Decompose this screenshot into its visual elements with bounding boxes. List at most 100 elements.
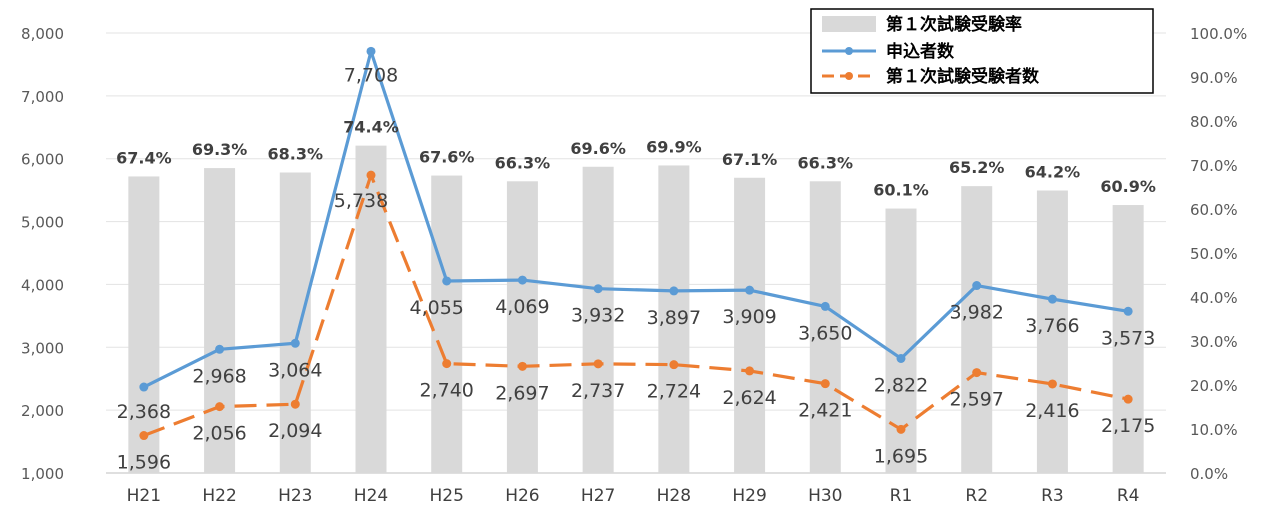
examinees-point [366,170,376,180]
category-label: R1 [890,486,913,506]
examinees-data-label: 1,695 [874,445,928,467]
right-tick-label: 50.0% [1190,245,1238,263]
applicants-data-label: 7,708 [344,64,398,86]
legend-label-examinees: 第１次試験受験者数 [886,66,1040,87]
left-axis-ticks: 1,000 2,000 3,000 4,000 5,000 6,000 7,000 8,000 [21,25,64,483]
applicants-point [215,344,225,354]
applicants-point [366,46,376,56]
right-tick-label: 30.0% [1190,333,1238,351]
examinees-data-label: 2,624 [722,387,776,409]
right-tick-label: 90.0% [1190,69,1238,87]
left-tick-label: 7,000 [21,88,64,106]
category-label: R2 [965,486,988,506]
rate-bar [204,168,236,473]
examinees-data-label: 2,724 [647,381,701,403]
category-label: H26 [505,486,539,506]
rate-bar [431,175,463,473]
left-tick-label: 8,000 [21,25,64,43]
x-axis-category-labels: H21 H22 H23 H24 H25 H26 H27 H28 H29 H30 R1 R2 R3 R4 [127,486,1140,506]
rate-bar [1112,205,1144,474]
category-label: R4 [1117,486,1140,506]
applicants-point [669,286,679,296]
rate-label: 67.6% [419,148,475,167]
legend-marker-examinees [845,72,853,80]
legend-label-applicants: 申込者数 [886,41,955,62]
examinees-data-label: 2,697 [495,382,549,404]
examinees-data-label: 2,416 [1025,400,1079,422]
applicants-data-label: 3,932 [571,305,625,327]
left-tick-label: 3,000 [21,339,64,357]
right-axis-ticks: 0.0% 10.0% 20.0% 30.0% 40.0% 50.0% 60.0% 70.0% 8… [1190,25,1247,483]
examinees-point [215,402,225,412]
applicants-point [139,382,149,392]
examinees-data-label: 2,737 [571,380,625,402]
rate-label: 64.2% [1025,163,1081,182]
examinees-point [593,359,603,369]
applicants-point [442,276,452,286]
applicants-data-label: 2,822 [874,374,928,396]
right-tick-label: 70.0% [1190,157,1238,175]
examinees-data-label: 2,056 [192,423,246,445]
rate-bar [734,177,766,473]
applicants-point [745,285,755,295]
rate-bar [961,186,993,473]
rate-bar [279,172,311,474]
examinees-point [290,399,300,409]
examinees-point [1123,394,1133,404]
applicants-data-label: 4,055 [410,297,464,319]
rate-data-labels: 67.4% 69.3% 68.3% 74.4% 67.6% 66.3% 69.6% 69.9%… [116,118,1156,200]
examinees-data-label: 1,596 [117,452,171,474]
left-tick-label: 4,000 [21,276,64,294]
examinees-data-label: 5,738 [334,190,388,212]
legend-swatch-bar [822,16,876,32]
examinees-data-label: 2,597 [950,389,1004,411]
examinees-point [972,368,982,378]
left-tick-label: 6,000 [21,151,64,169]
rate-label: 65.2% [949,158,1005,177]
applicants-data-label: 3,766 [1025,315,1079,337]
category-label: H22 [202,486,236,506]
rate-label: 66.3% [495,153,551,172]
applicants-data-label: 4,069 [495,296,549,318]
category-label: H24 [354,486,388,506]
gridlines [106,32,1166,474]
category-label: H25 [430,486,464,506]
examinees-data-label: 2,740 [420,380,474,402]
category-label: H30 [808,486,842,506]
rate-label: 66.3% [798,153,854,172]
applicants-point [820,301,830,311]
applicants-data-label: 3,982 [950,302,1004,324]
examinees-data-label: 2,421 [798,400,852,422]
rate-bar [809,181,841,473]
legend-label-rate: 第１次試験受験率 [886,14,1022,35]
right-tick-label: 10.0% [1190,421,1238,439]
category-label: H28 [657,486,691,506]
right-tick-label: 20.0% [1190,377,1238,395]
examinees-point [442,359,452,369]
rate-label: 74.4% [343,118,399,137]
examinees-point [745,366,755,376]
left-tick-label: 2,000 [21,402,64,420]
applicants-data-label: 3,909 [722,306,776,328]
rate-label: 67.4% [116,148,172,167]
rate-bar [1036,190,1068,473]
rate-bar [506,181,538,473]
rate-bar [658,165,690,473]
applicants-data-label: 3,650 [798,322,852,344]
legend-marker-applicants [845,47,853,55]
applicants-point [517,275,527,285]
legend: 第１次試験受験率 申込者数 第１次試験受験者数 [810,8,1154,94]
examinees-point [517,361,527,371]
examinees-line [143,173,1129,438]
rate-label: 69.3% [192,140,248,159]
rate-label: 69.9% [646,137,702,156]
applicants-data-label: 3,897 [647,307,701,329]
rate-label: 68.3% [268,144,324,163]
category-label: R3 [1041,486,1064,506]
rate-label: 60.1% [873,181,929,200]
examinees-data-label: 2,094 [268,420,322,442]
applicants-point [1047,294,1057,304]
applicants-data-label: 3,573 [1101,327,1155,349]
